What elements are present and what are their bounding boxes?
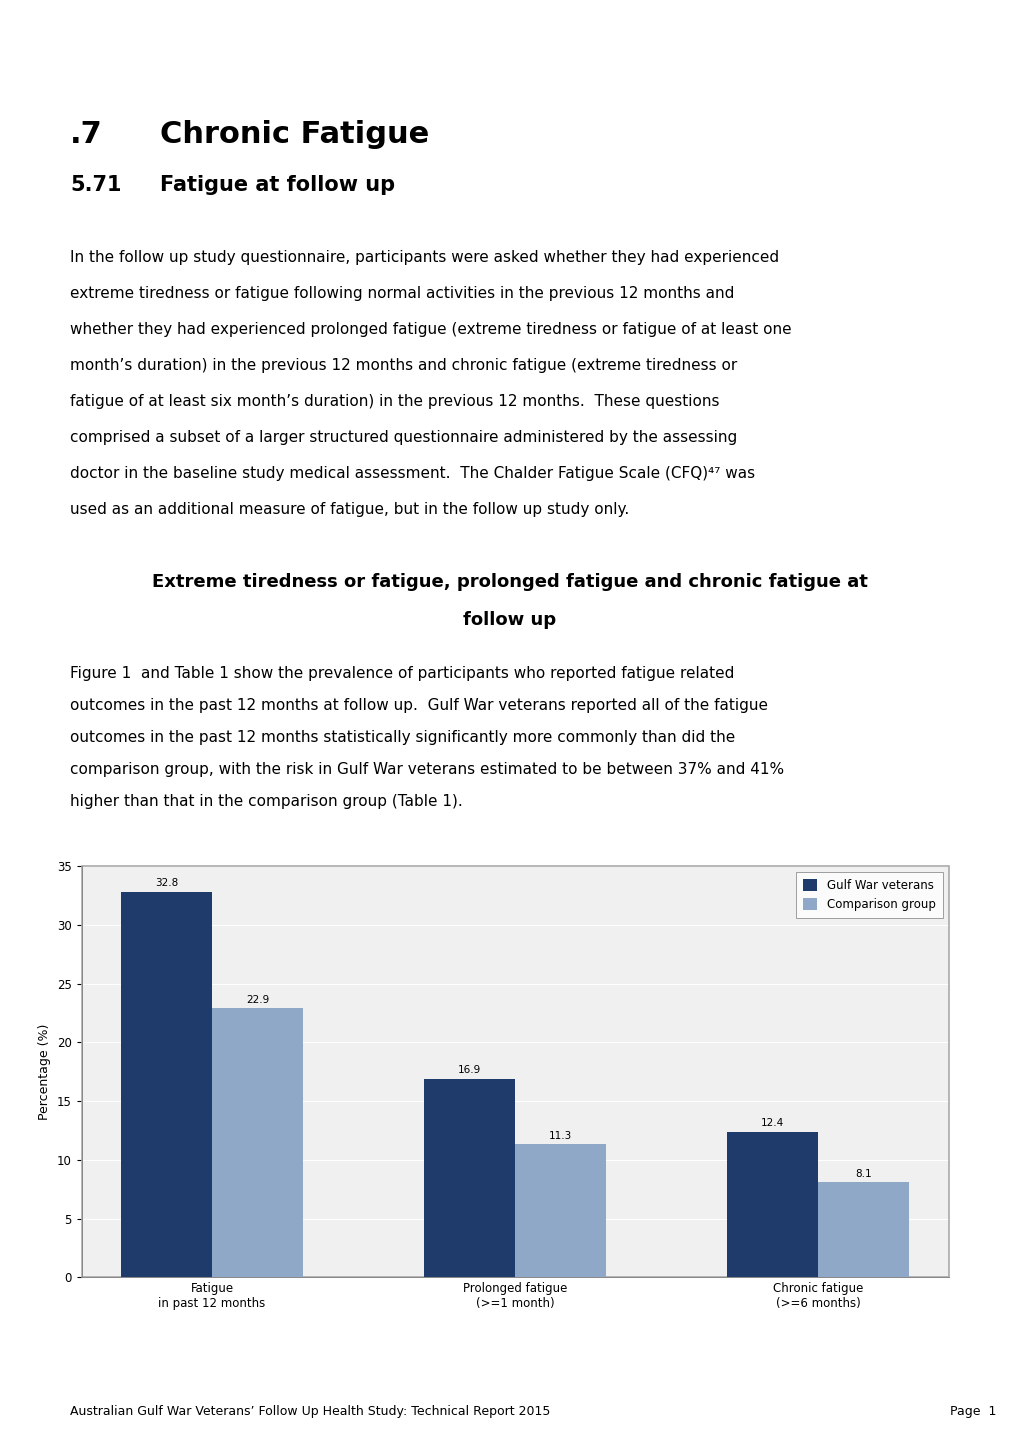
Text: Fatigue at follow up: Fatigue at follow up [160, 175, 394, 195]
Text: 32.8: 32.8 [155, 879, 178, 889]
Text: Extreme tiredness or fatigue, prolonged fatigue and chronic fatigue at: Extreme tiredness or fatigue, prolonged … [152, 573, 867, 592]
Text: comparison group, with the risk in Gulf War veterans estimated to be between 37%: comparison group, with the risk in Gulf … [70, 762, 784, 776]
Bar [515, 1144, 605, 1277]
Text: Figure 1  and Table 1 show the prevalence of participants who reported fatigue r: Figure 1 and Table 1 show the prevalence… [70, 667, 734, 681]
Text: outcomes in the past 12 months at follow up.  Gulf War veterans reported all of : outcomes in the past 12 months at follow… [70, 698, 767, 713]
Text: Australian Gulf War Veterans’ Follow Up Health Study: Technical Report 2015: Australian Gulf War Veterans’ Follow Up … [70, 1405, 550, 1418]
Bar [121, 892, 212, 1277]
Text: Chronic Fatigue: Chronic Fatigue [160, 120, 429, 149]
Text: 22.9: 22.9 [246, 994, 269, 1004]
Text: follow up: follow up [463, 610, 556, 629]
Text: extreme tiredness or fatigue following normal activities in the previous 12 mont: extreme tiredness or fatigue following n… [70, 286, 734, 302]
Bar [817, 1182, 908, 1277]
Text: In the follow up study questionnaire, participants were asked whether they had e: In the follow up study questionnaire, pa… [70, 250, 779, 266]
Text: 16.9: 16.9 [458, 1065, 481, 1075]
Text: 11.3: 11.3 [548, 1131, 572, 1141]
Bar [82, 866, 948, 1277]
Text: fatigue of at least six month’s duration) in the previous 12 months.  These ques: fatigue of at least six month’s duration… [70, 394, 718, 408]
Text: higher than that in the comparison group (Table 1).: higher than that in the comparison group… [70, 794, 463, 810]
Bar [727, 1131, 817, 1277]
Text: 12.4: 12.4 [760, 1118, 784, 1128]
Text: .7: .7 [70, 120, 103, 149]
Text: doctor in the baseline study medical assessment.  The Chalder Fatigue Scale (CFQ: doctor in the baseline study medical ass… [70, 466, 754, 481]
Bar [424, 1079, 515, 1277]
Legend: Gulf War veterans, Comparison group: Gulf War veterans, Comparison group [795, 872, 942, 918]
Text: comprised a subset of a larger structured questionnaire administered by the asse: comprised a subset of a larger structure… [70, 430, 737, 444]
Y-axis label: Percentage (%): Percentage (%) [39, 1023, 51, 1120]
Text: whether they had experienced prolonged fatigue (extreme tiredness or fatigue of : whether they had experienced prolonged f… [70, 322, 791, 338]
Text: Page  1: Page 1 [949, 1405, 996, 1418]
Text: 8.1: 8.1 [855, 1169, 871, 1179]
Bar [212, 1009, 303, 1277]
Text: month’s duration) in the previous 12 months and chronic fatigue (extreme tiredne: month’s duration) in the previous 12 mon… [70, 358, 737, 372]
Text: 5.71: 5.71 [70, 175, 121, 195]
Text: used as an additional measure of fatigue, but in the follow up study only.: used as an additional measure of fatigue… [70, 502, 629, 517]
Text: outcomes in the past 12 months statistically significantly more commonly than di: outcomes in the past 12 months statistic… [70, 730, 735, 745]
